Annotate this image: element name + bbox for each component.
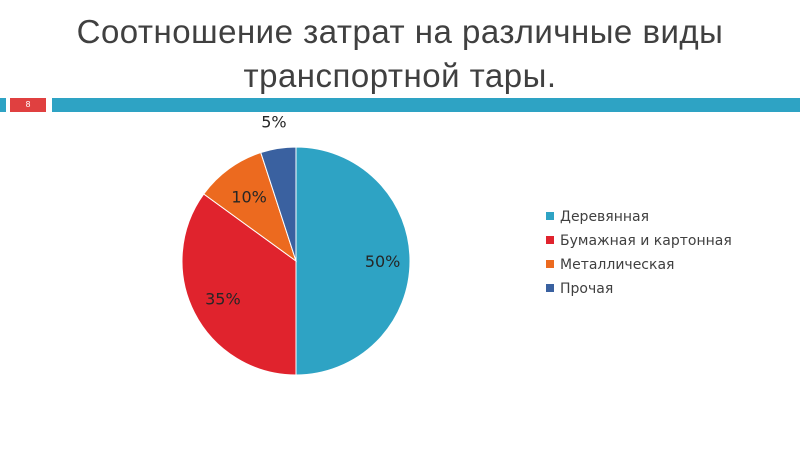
legend-swatch-3 xyxy=(546,260,554,268)
legend-label-4: Прочая xyxy=(560,281,613,297)
data-label-1: 50% xyxy=(365,252,401,271)
pie-slice-2 xyxy=(181,193,297,376)
legend-swatch-1 xyxy=(546,212,554,220)
title-line-2: транспортной тары. xyxy=(243,57,557,94)
page-title: Соотношение затрат на различные виды тра… xyxy=(40,10,760,98)
pie-slice-1 xyxy=(295,146,411,376)
accent-bar-right xyxy=(52,98,800,112)
data-label-4: 5% xyxy=(261,112,286,131)
legend-swatch-4 xyxy=(546,284,554,292)
legend-label-3: Металлическая xyxy=(560,257,674,273)
pie-slice-3 xyxy=(203,151,297,263)
data-label-2: 35% xyxy=(205,289,241,308)
slide-number: 8 xyxy=(10,98,46,112)
data-label-3: 10% xyxy=(231,187,267,206)
legend-label-2: Бумажная и картонная xyxy=(560,233,732,249)
legend-swatch-2 xyxy=(546,236,554,244)
legend-label-1: Деревянная xyxy=(560,209,649,225)
title-line-1: Соотношение затрат на различные виды xyxy=(76,13,724,50)
pie-slice-4 xyxy=(260,146,297,262)
accent-bar-left xyxy=(0,98,6,112)
